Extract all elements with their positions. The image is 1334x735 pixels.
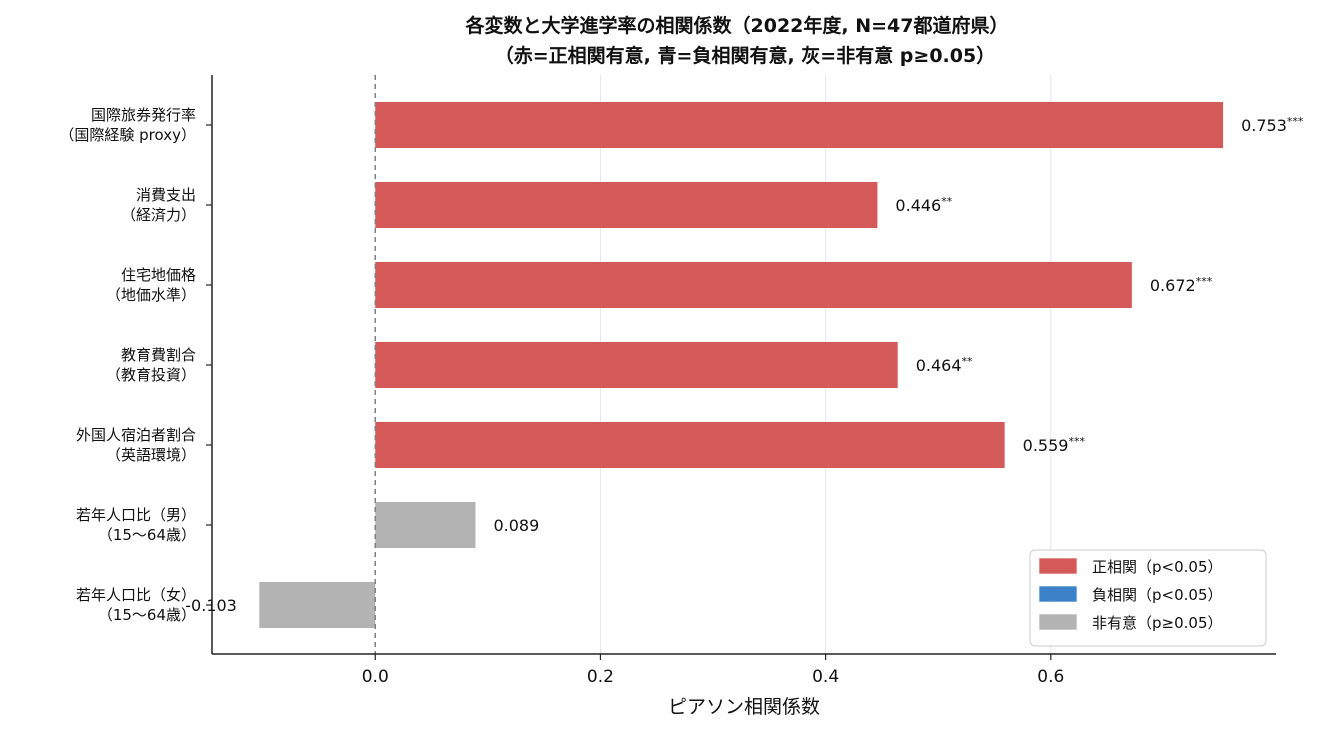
data-label-value: 0.446: [895, 196, 941, 215]
data-labels: 0.753***0.446**0.672***0.464**0.559***0.…: [185, 115, 1304, 615]
y-tick-label-line2: （国際経験 proxy）: [59, 126, 196, 144]
significance-stars: **: [962, 355, 974, 368]
x-tick-label: 0.0: [362, 667, 389, 687]
y-tick-label-line2: （教育投資）: [106, 366, 196, 384]
y-tick-label-line1: 若年人口比（男）: [76, 506, 196, 524]
chart-title-line2: （赤=正相関有意, 青=負相関有意, 灰=非有意 p≥0.05）: [495, 44, 995, 67]
y-tick-label-line1: 国際旅券発行率: [91, 106, 196, 124]
bar: [375, 342, 898, 388]
legend-label-ns: 非有意（p≥0.05）: [1092, 614, 1223, 632]
significance-stars: **: [941, 195, 953, 208]
y-tick-label-line1: 住宅地価格: [121, 266, 196, 284]
data-label-value: 0.089: [493, 516, 539, 535]
significance-stars: ***: [1196, 275, 1213, 288]
y-tick-labels: 国際旅券発行率 （国際経験 proxy） 消費支出 （経済力） 住宅地価格 （地価水準） 教…: [59, 106, 212, 624]
data-label-value: 0.753: [1241, 116, 1287, 135]
legend: 正相関（p<0.05） 負相関（p<0.05） 非有意（p≥0.05）: [1029, 549, 1267, 647]
legend-label-negative: 負相関（p<0.05）: [1092, 586, 1223, 604]
data-label: 0.464**: [916, 355, 973, 375]
legend-swatch-negative: [1039, 586, 1077, 602]
data-label-value: 0.559: [1023, 436, 1069, 455]
y-tick-label-line1: 若年人口比（女）: [76, 586, 196, 604]
y-tick-label-line2: （地価水準）: [106, 286, 196, 304]
legend-swatch-ns: [1039, 614, 1077, 630]
data-label: 0.089: [493, 516, 539, 535]
bar: [375, 502, 476, 548]
legend-swatch-positive: [1039, 558, 1077, 574]
data-label: 0.446**: [895, 195, 952, 215]
x-tick-label: 0.4: [812, 667, 839, 687]
y-tick-label-line2: （15～64歳）: [98, 526, 196, 544]
x-tick-labels: 0.0 0.2 0.4 0.6: [362, 654, 1064, 687]
legend-frame: [1029, 549, 1267, 647]
x-tick-label: 0.2: [587, 667, 614, 687]
bar: [375, 102, 1224, 148]
bar: [375, 422, 1005, 468]
x-tick-label: 0.6: [1037, 667, 1064, 687]
data-label: 0.672***: [1150, 275, 1213, 295]
y-tick-label-line2: （英語環境）: [106, 446, 196, 464]
y-tick-label-line1: 外国人宿泊者割合: [76, 426, 196, 444]
data-label: 0.559***: [1023, 435, 1086, 455]
chart-title-line1: 各変数と大学進学率の相関係数（2022年度, N=47都道府県）: [465, 14, 1009, 37]
significance-stars: ***: [1068, 435, 1085, 448]
y-tick-label-line1: 消費支出: [136, 186, 196, 204]
legend-label-positive: 正相関（p<0.05）: [1092, 558, 1223, 576]
y-tick-label-line2: （経済力）: [121, 206, 196, 224]
bar: [259, 582, 376, 628]
bar: [375, 262, 1132, 308]
data-label-value: 0.672: [1150, 276, 1196, 295]
bar: [375, 182, 878, 228]
bar-series: [259, 102, 1224, 628]
data-label: 0.753***: [1241, 115, 1304, 135]
significance-stars: ***: [1287, 115, 1304, 128]
y-tick-label-line2: （15～64歳）: [98, 606, 196, 624]
x-axis-label: ピアソン相関係数: [668, 696, 820, 718]
data-label-value: 0.464: [916, 356, 962, 375]
y-tick-label-line1: 教育費割合: [121, 346, 196, 364]
